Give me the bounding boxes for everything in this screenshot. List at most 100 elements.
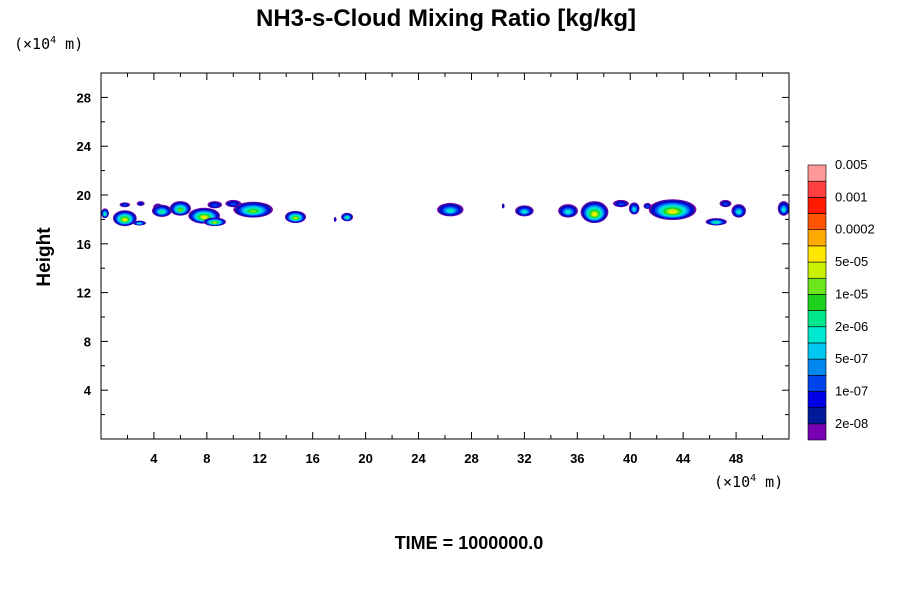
cloud-contour — [565, 210, 571, 214]
cloud-contour — [782, 208, 785, 212]
cloud-cell — [705, 218, 727, 226]
cloud-cell — [136, 201, 145, 206]
cloud-cell — [731, 204, 746, 218]
x-tick-label: 32 — [517, 451, 531, 466]
y-tick-label: 12 — [77, 286, 91, 301]
x-tick-label: 36 — [570, 451, 584, 466]
colorbar-swatch — [807, 164, 827, 182]
cloud-cell — [628, 202, 640, 215]
y-tick-label: 16 — [77, 237, 91, 252]
x-tick-label: 40 — [623, 451, 637, 466]
colorbar-swatch — [807, 197, 827, 214]
cloud-contour — [447, 209, 454, 213]
cloud-contour — [646, 205, 649, 208]
cloud-contour — [104, 213, 106, 216]
x-tick-label: 16 — [305, 451, 319, 466]
cloud-field — [101, 199, 789, 227]
colorbar-swatch — [807, 358, 827, 376]
colorbar-label: 0.001 — [835, 189, 868, 204]
cloud-cell — [333, 216, 337, 222]
colorbar-label: 2e-08 — [835, 416, 868, 431]
cloud-contour — [230, 202, 237, 206]
cloud-cell — [643, 202, 652, 210]
cloud-cell — [777, 201, 789, 216]
colorbar-swatch — [807, 423, 827, 441]
cloud-cell — [437, 202, 464, 217]
colorbar-swatch — [807, 374, 827, 392]
cloud-contour — [633, 208, 636, 211]
x-tick-label: 12 — [253, 451, 267, 466]
cloud-cell — [558, 204, 578, 218]
x-axis: 4 8 12 16 20 24 28 32 36 40 44 48 — [126, 73, 764, 466]
cloud-cell — [233, 201, 273, 218]
cloud-contour — [502, 205, 505, 208]
colorbar-swatch — [807, 310, 827, 328]
colorbar-swatch — [807, 180, 827, 198]
time-label: TIME = 1000000.0 — [395, 533, 544, 553]
colorbar-swatch — [807, 229, 827, 247]
cloud-cell — [341, 212, 354, 222]
colorbar-label: 5e-05 — [835, 254, 868, 269]
colorbar-label: 0.005 — [835, 157, 868, 172]
cloud-contour — [137, 222, 141, 225]
y-tick-label: 20 — [77, 188, 91, 203]
colorbar-label: 1e-07 — [835, 383, 868, 398]
cloud-contour — [122, 204, 127, 207]
cloud-contour — [250, 210, 257, 213]
cloud-contour — [123, 218, 127, 221]
y-tick-label: 8 — [84, 334, 91, 349]
cloud-contour — [345, 217, 349, 219]
cloud-contour — [669, 210, 676, 214]
plot-area — [101, 73, 789, 439]
colorbar-swatch — [807, 213, 827, 231]
y-unit-label: (×104 m) — [14, 35, 83, 53]
cloud-cell — [719, 199, 732, 208]
y-tick-label: 24 — [77, 139, 92, 154]
x-tick-label: 4 — [150, 451, 158, 466]
cloud-contour — [522, 210, 527, 214]
x-tick-label: 44 — [676, 451, 691, 466]
cloud-cell — [169, 201, 191, 216]
colorbar-swatch — [807, 326, 827, 344]
colorbar-swatch — [807, 391, 827, 408]
y-tick-label: 28 — [77, 90, 91, 105]
cloud-cell — [501, 203, 505, 209]
colorbar-label: 2e-06 — [835, 319, 868, 334]
colorbar-swatch — [807, 294, 827, 311]
colorbar-swatch — [807, 261, 827, 279]
x-tick-label: 28 — [464, 451, 478, 466]
y-axis-label: Height — [34, 227, 55, 287]
x-tick-label: 20 — [358, 451, 372, 466]
colorbar: 2e-08 1e-07 5e-07 2e-06 1e-05 5e-05 0.0002 0.00… — [807, 157, 875, 441]
cloud-contour — [592, 213, 597, 216]
x-unit-label: (×104 m) — [714, 473, 783, 491]
cloud-cell — [648, 199, 697, 221]
x-tick-label: 8 — [203, 451, 210, 466]
cloud-cell — [151, 204, 172, 217]
cloud-contour — [178, 208, 182, 212]
colorbar-swatch — [807, 342, 827, 360]
x-tick-label: 24 — [411, 451, 426, 466]
colorbar-label: 1e-05 — [835, 286, 868, 301]
cloud-contour — [202, 216, 207, 219]
cloud-cell — [203, 217, 227, 227]
cloud-contour — [160, 210, 164, 214]
cloud-cell — [580, 201, 609, 224]
cloud-cell — [132, 220, 146, 226]
cloud-contour — [723, 202, 728, 206]
cloud-cell — [112, 210, 137, 227]
cloud-cell — [225, 199, 242, 208]
cloud-contour — [618, 202, 624, 206]
cloud-cell — [119, 202, 131, 208]
cloud-contour — [213, 221, 217, 224]
colorbar-label: 5e-07 — [835, 351, 868, 366]
cloud-contour — [334, 218, 336, 221]
y-axis: 4 8 12 16 20 24 28 — [77, 90, 789, 416]
cloud-cell — [284, 210, 307, 224]
colorbar-swatch — [807, 245, 827, 263]
cloud-cell — [613, 199, 629, 208]
cloud-cell — [515, 205, 534, 217]
x-tick-label: 48 — [729, 451, 743, 466]
cloud-contour — [737, 210, 741, 214]
